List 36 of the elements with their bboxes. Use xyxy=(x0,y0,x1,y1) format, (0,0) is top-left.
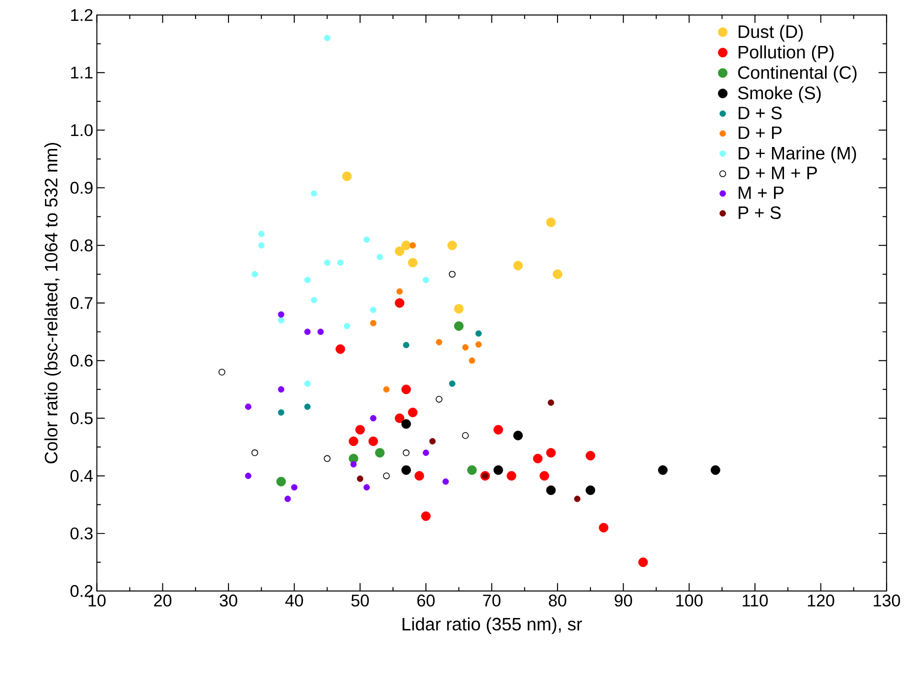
legend-label: D + S xyxy=(738,106,782,120)
y-axis-title: Color ratio (bsc-related, 1064 to 532 nm) xyxy=(44,143,62,464)
legend-label: Pollution (P) xyxy=(738,45,834,62)
x-tick-label: 80 xyxy=(548,594,566,607)
y-tick-label: 0.3 xyxy=(70,527,93,540)
y-tick-label: 1.2 xyxy=(71,9,92,21)
y-tick-label: 1.1 xyxy=(71,66,93,78)
legend-label: P + S xyxy=(738,206,781,220)
legend-label: M + P xyxy=(738,186,784,199)
x-tick-label: 50 xyxy=(351,594,369,607)
x-tick-label: 100 xyxy=(676,594,703,607)
y-tick-label: 0.6 xyxy=(70,354,93,367)
y-tick-label: 0.9 xyxy=(70,182,93,194)
x-tick-label: 30 xyxy=(220,594,238,607)
legend-label: D + Marine (M) xyxy=(738,146,856,164)
y-tick-label: 0.2 xyxy=(70,585,92,598)
x-tick-label: 10 xyxy=(88,594,106,607)
x-tick-label: 60 xyxy=(417,594,435,607)
x-tick-label: 40 xyxy=(285,594,304,607)
legend-label: Smoke (S) xyxy=(738,86,821,103)
x-tick-label: 70 xyxy=(483,594,500,607)
x-tick-label: 130 xyxy=(874,594,900,607)
y-tick-label: 0.4 xyxy=(70,470,93,482)
x-tick-label: 120 xyxy=(808,594,834,607)
x-axis-title: Lidar ratio (355 nm), sr xyxy=(402,617,582,634)
x-tick-label: 90 xyxy=(614,594,632,607)
y-tick-label: 1.0 xyxy=(71,124,93,136)
legend-label: Continental (C) xyxy=(738,66,857,83)
x-tick-label: 20 xyxy=(154,594,172,607)
x-tick-label: 110 xyxy=(742,594,768,607)
legend-label: D + P xyxy=(738,126,782,139)
y-tick-label: 0.5 xyxy=(70,412,93,424)
legend-label: D + M + P xyxy=(738,166,817,180)
y-tick-label: 0.8 xyxy=(70,239,93,252)
legend-label: Dust (D) xyxy=(738,24,803,42)
y-tick-label: 0.7 xyxy=(70,297,92,310)
